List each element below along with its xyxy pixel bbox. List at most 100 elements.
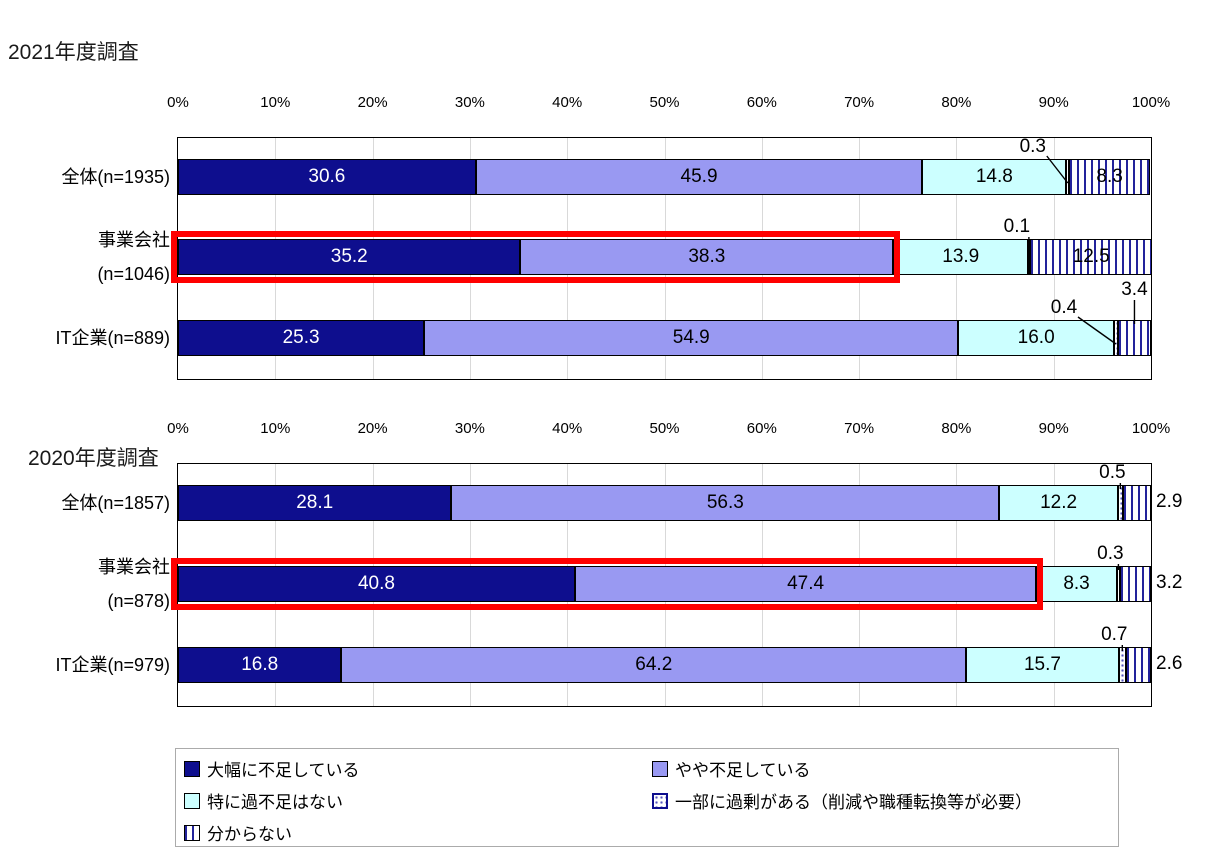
axis-tick-label: 20% — [357, 420, 388, 437]
axis-tick-label: 60% — [746, 420, 777, 437]
bar-segment-series-1: 54.9 — [424, 320, 959, 356]
axis-tick-label: 50% — [649, 420, 680, 437]
segment-value-callout: 0.3 — [1019, 136, 1047, 157]
axis-tick-label: 90% — [1038, 94, 1069, 111]
segment-value-label: 54.9 — [672, 327, 710, 348]
legend-swatch-icon-series-3 — [652, 792, 668, 809]
bar-segment-series-1: 45.9 — [475, 159, 923, 195]
segment-value-label: 35.2 — [330, 246, 368, 267]
bar-segment-series-0: 25.3 — [178, 320, 425, 356]
legend-swatch-icon-series-4 — [184, 824, 200, 841]
bar-row: 30.6 45.9 14.8 8.3 — [178, 159, 1150, 195]
axis-tick-label: 40% — [552, 420, 583, 437]
axis-tick-label: 30% — [454, 420, 485, 437]
bar-segment-series-0: 16.8 — [178, 647, 342, 683]
bar-row: 28.1 56.3 12.2 — [178, 485, 1151, 521]
bar-segment-series-1: 38.3 — [520, 239, 894, 275]
bar-segment-series-4: 8.3 — [1069, 159, 1150, 195]
segment-value-label: 47.4 — [787, 573, 825, 594]
axis-tick-label: 50% — [649, 94, 680, 111]
bar-segment-series-4 — [1119, 566, 1151, 602]
bar-segment-series-3 — [1118, 647, 1126, 683]
category-label: IT企業(n=979) — [55, 655, 170, 675]
chart-title: 2021年度調査 — [8, 41, 139, 64]
segment-value-label: 8.3 — [1063, 573, 1090, 594]
legend-swatch-icon-series-1 — [652, 760, 668, 777]
category-label-line: 事業会社 — [98, 557, 170, 577]
segment-value-callout: 0.4 — [1050, 297, 1078, 318]
chart-title: 2020年度調査 — [28, 447, 159, 470]
segment-value-callout: 0.7 — [1101, 624, 1128, 645]
segment-value-label: 45.9 — [680, 166, 718, 187]
segment-value-label: 16.8 — [241, 654, 279, 675]
legend-item-series-2: 特に過不足はない — [184, 788, 343, 813]
bar-segment-series-2: 12.2 — [999, 485, 1118, 521]
axis-tick-label: 0% — [167, 420, 189, 437]
bar-row: 40.8 47.4 8.3 — [178, 566, 1151, 602]
legend-label: やや不足している — [675, 761, 811, 780]
axis-tick-label: 20% — [357, 94, 388, 111]
category-label-line: 事業会社 — [98, 230, 170, 250]
segment-value-label: 12.2 — [1040, 492, 1078, 513]
legend-swatch-icon-series-2 — [184, 792, 200, 809]
bar-segment-series-4: 12.5 — [1030, 239, 1152, 275]
legend-item-series-4: 分からない — [184, 820, 292, 845]
axis-tick-label: 0% — [167, 94, 189, 111]
segment-value-label: 15.7 — [1023, 654, 1061, 675]
category-label-line: (n=878) — [107, 591, 170, 611]
segment-value-callout: 0.3 — [1097, 543, 1124, 564]
segment-value-label: 16.0 — [1017, 327, 1055, 348]
axis-tick-label: 40% — [552, 94, 583, 111]
axis-tick-label: 90% — [1038, 420, 1069, 437]
bar-segment-series-2: 16.0 — [958, 320, 1114, 356]
legend-swatch-icon-series-0 — [184, 760, 200, 777]
segment-value-label: 40.8 — [357, 573, 395, 594]
axis-tick-label: 80% — [941, 420, 972, 437]
segment-value-callout: 0.1 — [1003, 216, 1031, 237]
bar-segment-series-4 — [1117, 320, 1151, 356]
segment-value-label: 12.5 — [1072, 246, 1110, 267]
legend-label: 特に過不足はない — [207, 793, 343, 812]
segment-value-label-right: 2.9 — [1156, 491, 1183, 512]
segment-value-label: 28.1 — [296, 492, 334, 513]
axis-tick-label: 30% — [454, 94, 485, 111]
category-label: 全体(n=1857) — [61, 493, 170, 513]
bar-segment-series-2: 13.9 — [893, 239, 1029, 275]
axis-tick-label: 60% — [746, 94, 777, 111]
bar-segment-series-1: 64.2 — [341, 647, 967, 683]
segment-value-label: 56.3 — [706, 492, 744, 513]
segment-value-label: 14.8 — [975, 166, 1013, 187]
segment-value-label: 8.3 — [1096, 166, 1123, 187]
bar-segment-series-0: 35.2 — [178, 239, 521, 275]
axis-tick-label: 10% — [260, 94, 291, 111]
legend: 大幅に不足している やや不足している特に過不足はない 一部に過剰がある（削減や職種転… — [175, 748, 1119, 847]
category-label: 事業会社 (n=1046) — [0, 223, 170, 291]
segment-value-label: 38.3 — [688, 246, 726, 267]
axis-tick-label: 100% — [1131, 94, 1171, 111]
segment-value-label-right: 2.6 — [1156, 653, 1183, 674]
bar-segment-series-0: 40.8 — [178, 566, 575, 602]
bar-segment-series-1: 56.3 — [451, 485, 1000, 521]
bar-segment-series-4 — [1122, 485, 1151, 521]
legend-label: 一部に過剰がある（削減や職種転換等が必要） — [675, 793, 1032, 812]
bar-segment-series-2: 14.8 — [922, 159, 1067, 195]
bar-segment-series-0: 30.6 — [178, 159, 476, 195]
legend-item-series-1: やや不足している — [652, 756, 811, 781]
bar-segment-series-1: 47.4 — [574, 566, 1037, 602]
category-label: IT企業(n=889) — [55, 328, 170, 348]
bar-segment-series-2: 15.7 — [966, 647, 1119, 683]
segment-value-callout: 0.5 — [1099, 462, 1126, 483]
legend-item-series-3: 一部に過剰がある（削減や職種転換等が必要） — [652, 788, 1032, 813]
legend-item-series-0: 大幅に不足している — [184, 756, 360, 781]
axis-tick-label: 80% — [941, 94, 972, 111]
segment-value-label: 13.9 — [942, 246, 980, 267]
bar-row: 16.8 64.2 15.7 — [178, 647, 1151, 683]
axis-tick-label: 70% — [844, 420, 875, 437]
bar-row: 35.2 38.3 13.9 12.5 — [178, 239, 1152, 275]
axis-tick-label: 10% — [260, 420, 291, 437]
bar-row: 25.3 54.9 16.0 — [178, 320, 1151, 356]
segment-value-label: 64.2 — [635, 654, 673, 675]
legend-label: 大幅に不足している — [207, 761, 360, 780]
bar-segment-series-2: 8.3 — [1036, 566, 1117, 602]
